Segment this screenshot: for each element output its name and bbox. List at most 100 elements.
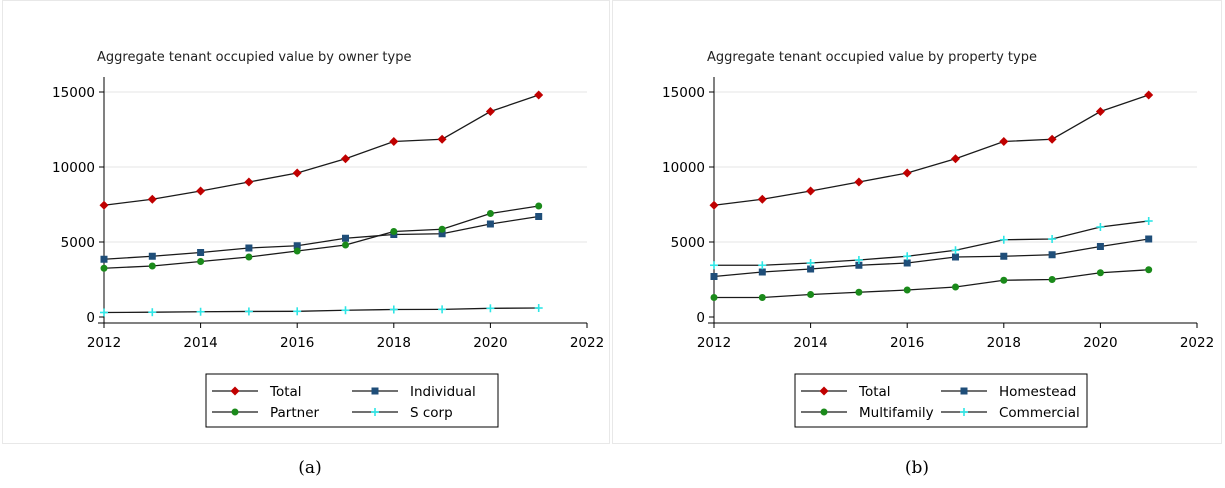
- data-point: [535, 213, 543, 220]
- data-point: [100, 308, 108, 317]
- data-point: [1096, 223, 1105, 231]
- legend-item: S corp: [352, 405, 453, 421]
- data-point: [486, 220, 494, 228]
- data-point: [999, 235, 1008, 244]
- legend-item: Total: [801, 384, 891, 400]
- legend-label: Individual: [410, 384, 476, 400]
- data-point: [710, 294, 718, 301]
- data-point: [1047, 134, 1057, 144]
- data-point: [903, 252, 912, 261]
- series-multifamily: [710, 266, 1153, 301]
- y-tick-label: 15000: [52, 85, 95, 101]
- data-point: [244, 307, 253, 316]
- chart-title: Aggregate tenant occupied value by prope…: [707, 50, 1037, 65]
- data-point: [100, 255, 108, 263]
- data-point: [293, 247, 301, 255]
- data-point: [148, 308, 157, 317]
- data-point: [1096, 243, 1104, 250]
- data-point: [486, 210, 494, 217]
- legend-label: S corp: [410, 405, 453, 421]
- data-point: [999, 137, 1009, 146]
- legend-marker: [960, 408, 968, 416]
- data-point: [1095, 107, 1105, 116]
- series-line: [713, 94, 1149, 206]
- data-point: [1144, 217, 1153, 225]
- legend-marker: [371, 408, 379, 416]
- data-point: [952, 283, 959, 291]
- data-point: [438, 225, 446, 233]
- series-line: [103, 94, 539, 206]
- chart-panel-property-type: Aggregate tenant occupied value by prope…: [612, 0, 1222, 444]
- data-point: [807, 291, 815, 298]
- x-tick-label: 2016: [890, 335, 924, 351]
- legend-marker: [820, 408, 828, 416]
- y-tick-label: 0: [696, 310, 705, 326]
- y-tick-label: 10000: [52, 160, 95, 176]
- y-tick-label: 10000: [662, 160, 705, 176]
- series-homestead: [710, 235, 1153, 280]
- data-point: [758, 294, 766, 301]
- x-tick-label: 2020: [1083, 335, 1117, 351]
- chart-title: Aggregate tenant occupied value by owner…: [97, 50, 411, 65]
- data-point: [1144, 90, 1154, 100]
- data-point: [148, 262, 156, 270]
- legend-box: [794, 373, 1088, 428]
- data-point: [758, 261, 767, 270]
- series-line: [103, 215, 539, 260]
- series-line: [103, 205, 539, 269]
- data-point: [342, 241, 349, 249]
- data-point: [244, 177, 254, 187]
- data-point: [1145, 235, 1153, 243]
- data-point: [709, 200, 719, 210]
- data-point: [854, 177, 864, 187]
- data-point: [710, 261, 718, 270]
- legend-label: Total: [269, 384, 302, 400]
- data-point: [1000, 276, 1008, 284]
- data-point: [806, 259, 815, 267]
- legend-item: Individual: [352, 384, 476, 400]
- data-point: [486, 304, 495, 313]
- legend-label: Total: [858, 384, 891, 400]
- data-point: [902, 168, 912, 178]
- series-total: [709, 90, 1154, 210]
- x-tick-label: 2018: [987, 335, 1021, 351]
- chart-property-type: Aggregate tenant occupied value by prope…: [662, 50, 1214, 428]
- data-point: [341, 154, 350, 164]
- series-s-corp: [100, 304, 543, 317]
- data-point: [1048, 235, 1057, 243]
- data-point: [951, 246, 960, 255]
- data-point: [855, 261, 863, 269]
- data-point: [245, 244, 253, 252]
- legend-marker: [230, 386, 240, 396]
- data-point: [292, 168, 302, 178]
- data-point: [1145, 266, 1153, 274]
- y-tick-label: 5000: [61, 235, 95, 251]
- data-point: [903, 286, 911, 294]
- data-point: [535, 202, 543, 210]
- data-point: [952, 253, 959, 261]
- legend: Total Individual Partner S corp: [205, 373, 499, 428]
- y-tick-label: 0: [86, 310, 95, 326]
- data-point: [293, 307, 302, 316]
- x-tick-label: 2022: [570, 335, 604, 351]
- legend-item: Commercial: [941, 405, 1080, 421]
- data-point: [1048, 251, 1056, 259]
- x-tick-label: 2018: [377, 335, 411, 351]
- x-tick-label: 2014: [793, 335, 827, 351]
- data-point: [534, 90, 544, 100]
- x-tick-label: 2014: [183, 335, 217, 351]
- legend-label: Homestead: [999, 384, 1076, 400]
- data-point: [197, 249, 205, 256]
- data-point: [293, 242, 301, 250]
- data-point: [485, 107, 495, 116]
- x-tick-label: 2020: [473, 335, 507, 351]
- data-point: [1000, 252, 1008, 260]
- data-point: [1096, 269, 1104, 277]
- data-point: [758, 268, 766, 276]
- legend-marker: [819, 386, 829, 396]
- data-point: [148, 252, 156, 260]
- data-point: [389, 137, 399, 146]
- legend-label: Partner: [270, 405, 320, 421]
- data-point: [806, 186, 816, 196]
- data-point: [903, 259, 911, 267]
